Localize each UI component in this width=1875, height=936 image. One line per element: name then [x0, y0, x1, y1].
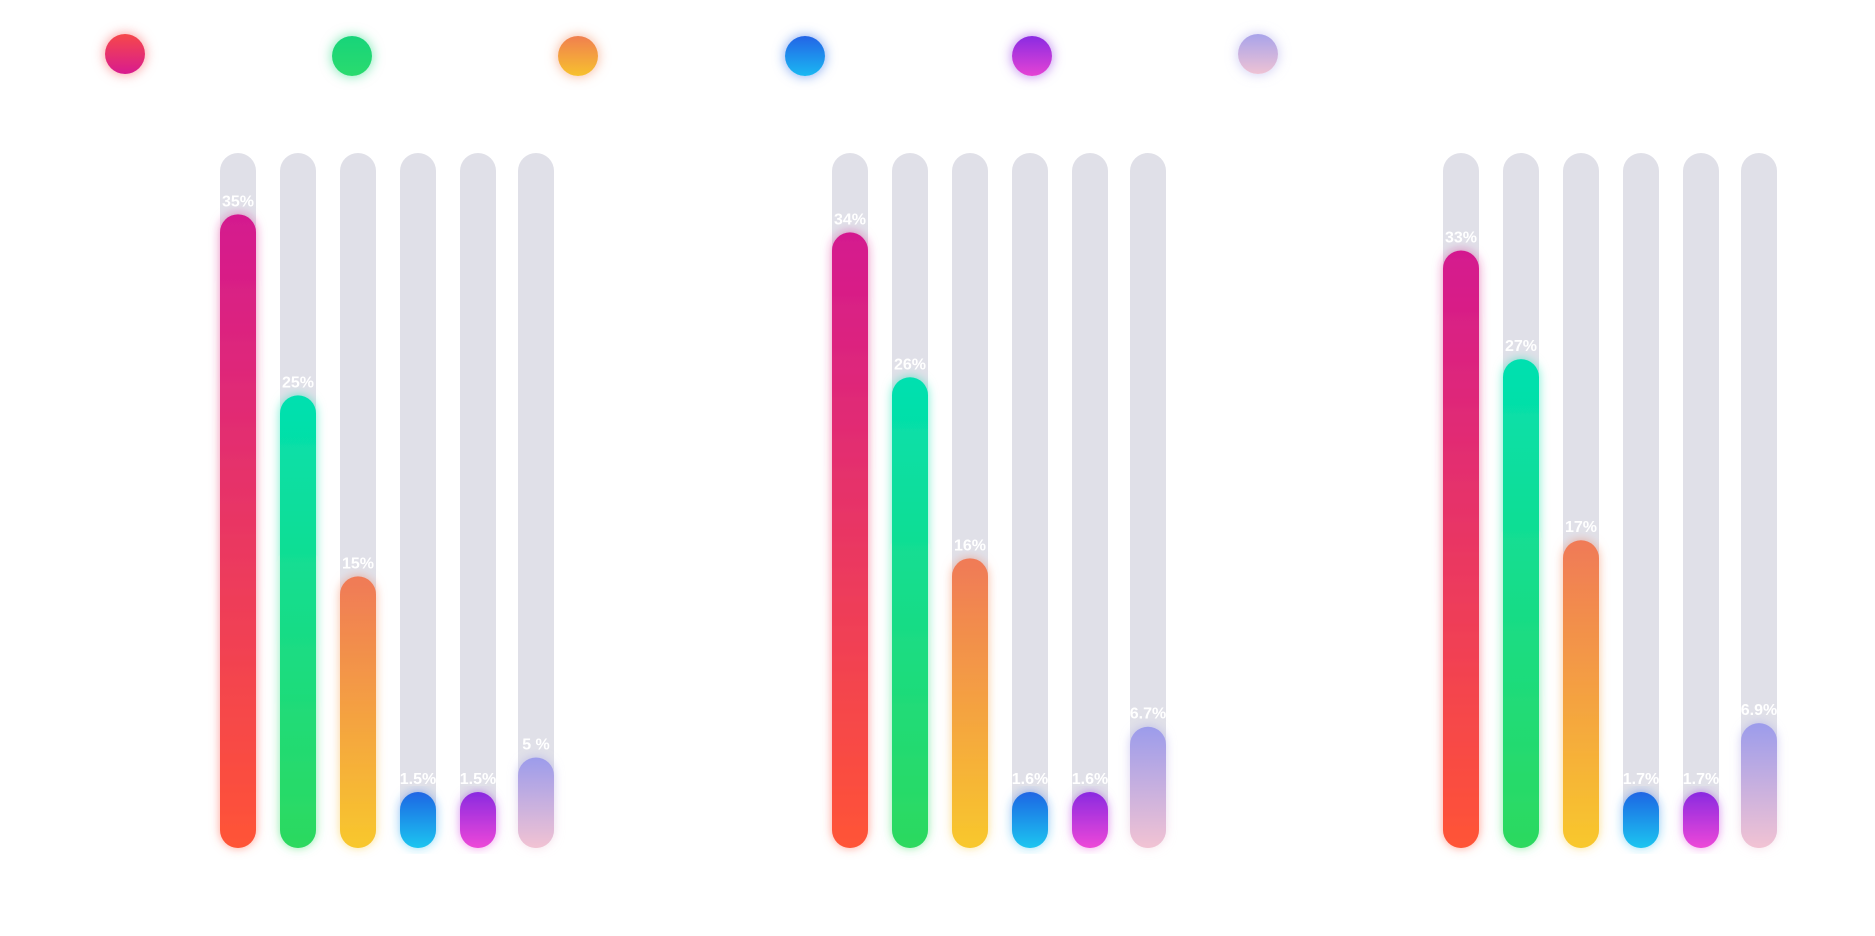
bar-track: [1130, 153, 1166, 848]
data-label: 35%: [222, 193, 254, 210]
bar: [1072, 792, 1108, 848]
bar-track: [460, 153, 496, 848]
bar: [1563, 540, 1599, 848]
bar-track: [518, 153, 554, 848]
data-label: 26%: [894, 356, 926, 373]
data-label: 16%: [954, 537, 986, 554]
legend-dot-5: [1012, 36, 1052, 76]
bar: [1683, 792, 1719, 848]
chart-2: 34% 26% 16% 1.6% 1.6% 6.7%: [832, 153, 1166, 849]
data-label: 1.7%: [1623, 771, 1659, 788]
bar-track: [1623, 153, 1659, 848]
data-label: 25%: [282, 374, 314, 391]
legend-dot-6: [1238, 34, 1278, 74]
data-label: 1.6%: [1072, 771, 1108, 788]
data-label: 5 %: [522, 736, 550, 753]
bar: [1741, 723, 1777, 848]
bar: [1503, 359, 1539, 848]
bar: [1130, 726, 1166, 848]
data-label: 1.7%: [1683, 771, 1719, 788]
data-label: 15%: [342, 555, 374, 572]
bar: [892, 377, 928, 848]
bar: [280, 395, 316, 848]
bar: [400, 792, 436, 848]
bar: [952, 558, 988, 848]
data-label: 1.5%: [460, 771, 496, 788]
bar: [220, 214, 256, 848]
bar-track: [1683, 153, 1719, 848]
data-label: 17%: [1565, 519, 1597, 536]
chart-3: 33% 27% 17% 1.7% 1.7% 6.9%: [1443, 153, 1777, 849]
legend-dot-2: [332, 36, 372, 76]
data-label: 33%: [1445, 230, 1477, 247]
bar-track: [1741, 153, 1777, 848]
bar: [1443, 250, 1479, 849]
bar: [460, 792, 496, 848]
bar-track: [400, 153, 436, 848]
data-label: 6.9%: [1741, 702, 1777, 719]
data-label: 1.6%: [1012, 771, 1048, 788]
legend-dot-3: [558, 36, 598, 76]
bar-track: [1012, 153, 1048, 848]
data-label: 27%: [1505, 338, 1537, 355]
bar: [340, 576, 376, 848]
bar-track: [1072, 153, 1108, 848]
bar: [1623, 792, 1659, 848]
data-label: 6.7%: [1130, 706, 1166, 723]
bar: [832, 232, 868, 849]
bar: [518, 757, 554, 848]
legend-dot-1: [105, 34, 145, 74]
chart-1: 35% 25% 15% 1.5% 1.5% 5 %: [220, 153, 554, 848]
data-label: 1.5%: [400, 771, 436, 788]
data-label: 34%: [834, 211, 866, 228]
legend-dot-4: [785, 36, 825, 76]
bar: [1012, 792, 1048, 848]
